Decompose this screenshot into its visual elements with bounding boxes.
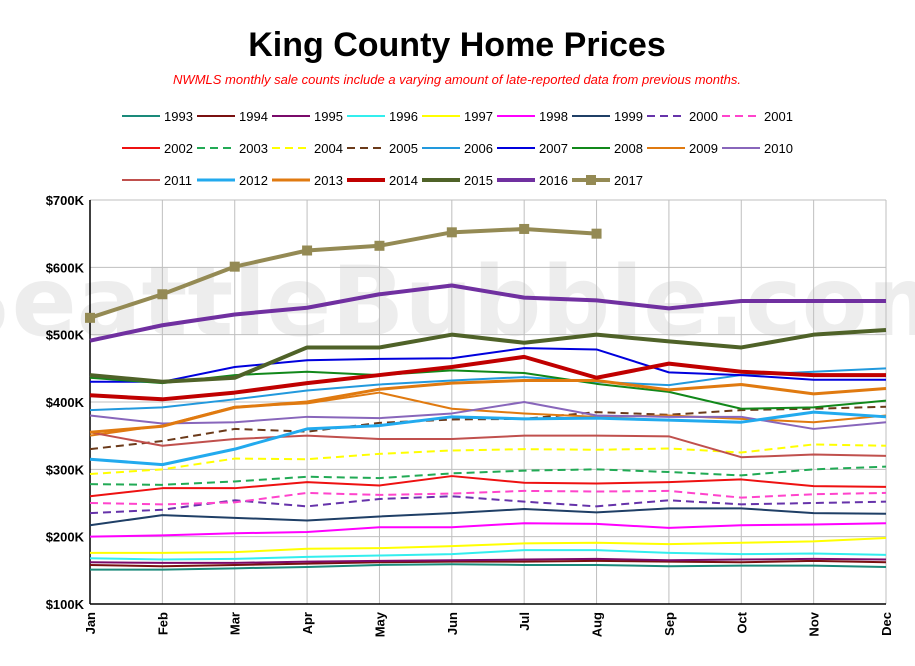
data-point-2017 xyxy=(85,312,95,323)
legend-label-1997: 1997 xyxy=(464,109,493,124)
legend-label-1995: 1995 xyxy=(314,109,343,124)
series-line-2007 xyxy=(90,347,886,383)
y-tick-label: $700K xyxy=(46,193,85,208)
series-line-1993 xyxy=(90,563,887,571)
legend-label-1996: 1996 xyxy=(389,109,418,124)
series-line-2012 xyxy=(89,410,887,467)
series-line-2006 xyxy=(89,367,887,412)
legend-label-2011: 2011 xyxy=(164,173,192,188)
y-tick-label: $400K xyxy=(46,395,85,410)
x-tick-label: Jun xyxy=(445,612,460,635)
y-tick-label: $300K xyxy=(46,462,85,477)
series-line-1998 xyxy=(89,522,887,538)
series-line-2001 xyxy=(89,489,887,506)
x-tick-label: Apr xyxy=(300,612,315,634)
series-line-2003 xyxy=(89,465,887,486)
x-tick-label: Mar xyxy=(228,612,243,635)
x-tick-label: Oct xyxy=(734,611,749,633)
series-line-2008 xyxy=(89,369,887,410)
y-tick-label: $100K xyxy=(46,597,85,612)
legend-label-1998: 1998 xyxy=(539,109,568,124)
legend-label-2002: 2002 xyxy=(164,141,193,156)
series-line-2005 xyxy=(89,405,887,451)
legend-label-1999: 1999 xyxy=(614,109,643,124)
series-line-2015 xyxy=(89,327,887,384)
series-line-2013 xyxy=(89,378,887,434)
x-tick-label: Jul xyxy=(517,612,532,631)
y-tick-label: $500K xyxy=(46,328,85,343)
y-tick-label: $200K xyxy=(46,530,85,545)
legend-label-1993: 1993 xyxy=(164,109,193,124)
x-tick-label: Sep xyxy=(662,612,677,636)
x-tick-label: Aug xyxy=(590,612,605,637)
legend-label-2000: 2000 xyxy=(689,109,718,124)
chart-title: King County Home Prices xyxy=(248,26,666,64)
series-line-1994 xyxy=(89,559,887,568)
legend-label-2006: 2006 xyxy=(464,141,493,156)
series-line-1995 xyxy=(89,557,887,564)
series-line-2004 xyxy=(89,443,887,476)
series-line-2016 xyxy=(89,283,886,343)
data-point-2017 xyxy=(229,261,240,272)
plot-area: SeattleBubble.com$100K$200K$300K$400K$50… xyxy=(0,193,915,637)
legend-label-2003: 2003 xyxy=(239,141,268,156)
data-point-2017 xyxy=(374,240,385,251)
legend-label-1994: 1994 xyxy=(239,109,268,124)
data-point-2017 xyxy=(157,289,168,300)
series-line-2017 xyxy=(89,226,597,320)
series-line-2010 xyxy=(89,401,887,430)
legend-label-2014: 2014 xyxy=(389,173,418,188)
x-tick-label: Nov xyxy=(807,611,822,636)
legend-label-2013: 2013 xyxy=(314,173,343,188)
legend-label-2008: 2008 xyxy=(614,141,643,156)
legend-label-2012: 2012 xyxy=(239,173,268,188)
series-line-2014 xyxy=(89,354,886,402)
y-tick-label: $600K xyxy=(46,260,85,275)
legend-label-2015: 2015 xyxy=(464,173,493,188)
legend-label-2010: 2010 xyxy=(764,141,793,156)
series-line-2002 xyxy=(89,475,887,498)
x-tick-label: May xyxy=(372,611,387,637)
legend-label-2017: 2017 xyxy=(614,173,643,188)
series-line-1999 xyxy=(89,507,887,527)
data-point-2017 xyxy=(591,228,602,239)
data-point-2017 xyxy=(446,227,457,238)
series-line-2011 xyxy=(89,431,887,459)
legend-marker-2017 xyxy=(586,175,596,185)
series-line-1997 xyxy=(90,537,887,554)
series-line-1996 xyxy=(89,549,887,561)
data-point-2017 xyxy=(519,223,530,234)
legend-label-2001: 2001 xyxy=(764,109,793,124)
legend-label-2004: 2004 xyxy=(314,141,343,156)
x-tick-label: Dec xyxy=(879,612,894,636)
data-point-2017 xyxy=(302,245,313,256)
legend-label-2016: 2016 xyxy=(539,173,568,188)
legend: 1993 1994 1995 1996 1997 1998 1999 2000 2001 2002… xyxy=(122,109,793,188)
x-tick-label: Jan xyxy=(83,612,98,634)
legend-label-2005: 2005 xyxy=(389,141,418,156)
chart-subtitle: NWMLS monthly sale counts include a vary… xyxy=(173,72,741,87)
legend-label-2007: 2007 xyxy=(539,141,568,156)
legend-label-2009: 2009 xyxy=(689,141,718,156)
x-tick-label: Feb xyxy=(155,612,170,635)
